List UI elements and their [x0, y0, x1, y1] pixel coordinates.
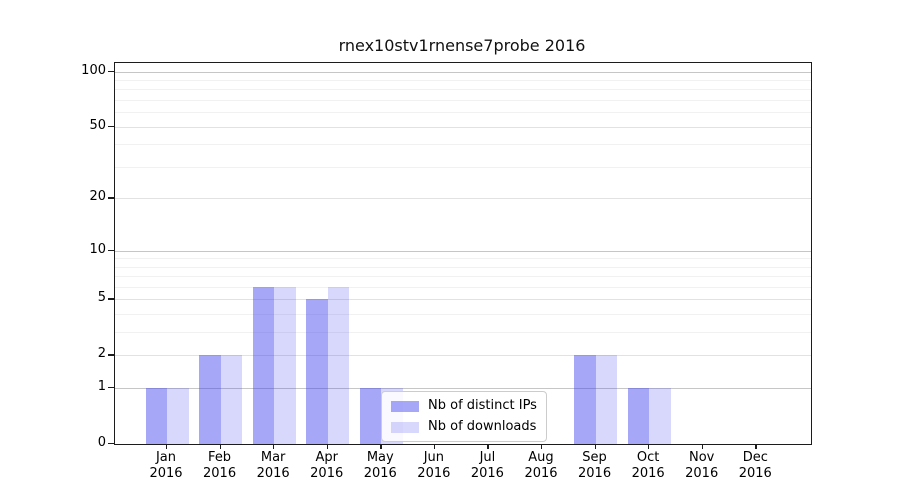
legend-swatch-distinct-ips-icon: [391, 400, 419, 412]
y-tick-mark-20: [108, 197, 114, 199]
chart-title: rnex10stv1rnense7probe 2016: [338, 36, 586, 55]
gridline-minor-9: [115, 258, 811, 260]
gridline-minor-30: [115, 166, 811, 168]
bar-sep-downloads: [595, 355, 618, 444]
x-tick-label-nov: Nov 2016: [685, 450, 719, 481]
gridline-minor-7: [115, 276, 811, 278]
legend: Nb of distinct IPs Nb of downloads: [381, 391, 547, 442]
legend-label-downloads: Nb of downloads: [428, 419, 537, 434]
bar-oct-distinct-ips: [627, 388, 650, 444]
legend-swatch-downloads-icon: [391, 421, 419, 433]
y-tick-mark-50: [108, 125, 114, 128]
gridline-major-100: [115, 71, 811, 73]
gridline-minor-70: [115, 100, 811, 102]
bar-mar-downloads: [274, 286, 296, 444]
gridline-major-2: [115, 355, 811, 357]
bar-feb-distinct-ips: [199, 355, 221, 444]
y-tick-label-0: 0: [97, 435, 106, 450]
x-tick-label-dec: Dec 2016: [738, 450, 772, 481]
gridline-minor-80: [115, 89, 811, 91]
y-tick-label-20: 20: [89, 189, 106, 205]
x-tick-mark-feb: [219, 444, 221, 449]
x-tick-mark-jul: [487, 444, 489, 449]
bar-may-distinct-ips: [359, 388, 382, 444]
gridline-minor-6: [115, 286, 811, 288]
bar-jan-downloads: [167, 388, 189, 444]
y-tick-label-100: 100: [81, 62, 106, 78]
x-tick-label-oct: Oct 2016: [631, 450, 665, 481]
x-tick-label-apr: Apr 2016: [310, 450, 344, 481]
bar-oct-downloads: [649, 388, 671, 444]
x-tick-label-jun: Jun 2016: [417, 450, 451, 481]
x-tick-mark-mar: [273, 444, 275, 449]
bar-apr-downloads: [327, 286, 350, 444]
gridline-major-10: [115, 250, 811, 252]
bar-sep-distinct-ips: [574, 355, 596, 444]
y-tick-mark-0: [108, 443, 114, 445]
x-tick-mark-oct: [648, 444, 650, 449]
x-tick-mark-nov: [701, 444, 703, 449]
gridline-minor-4: [115, 314, 811, 316]
gridline-minor-8: [115, 266, 811, 268]
gridline-minor-3: [115, 332, 811, 334]
x-tick-label-sep: Sep 2016: [578, 450, 612, 481]
x-tick-mark-jun: [433, 444, 436, 449]
gridline-major-20: [115, 198, 811, 200]
bar-apr-distinct-ips: [306, 299, 328, 444]
gridline-minor-90: [115, 80, 811, 81]
x-tick-label-jan: Jan 2016: [149, 450, 183, 481]
gridline-minor-60: [115, 112, 811, 114]
x-tick-mark-aug: [540, 444, 543, 449]
x-tick-label-may: May 2016: [363, 450, 397, 481]
legend-label-distinct-ips: Nb of distinct IPs: [428, 398, 537, 413]
y-tick-label-50: 50: [89, 117, 106, 133]
bar-mar-distinct-ips: [252, 286, 275, 444]
gridline-major-5: [115, 299, 811, 301]
y-tick-label-2: 2: [97, 346, 106, 362]
y-tick-mark-5: [108, 298, 114, 300]
x-tick-mark-dec: [755, 444, 757, 449]
x-tick-mark-sep: [594, 444, 596, 449]
x-tick-label-jul: Jul 2016: [470, 450, 504, 481]
x-tick-mark-jan: [166, 444, 168, 449]
x-tick-label-mar: Mar 2016: [256, 450, 290, 481]
legend-entry-downloads: Nb of downloads: [391, 419, 537, 435]
y-tick-label-1: 1: [97, 379, 106, 395]
legend-entry-distinct-ips: Nb of distinct IPs: [391, 398, 537, 414]
bar-feb-downloads: [220, 355, 243, 444]
y-tick-label-5: 5: [97, 290, 106, 306]
plot-area: Nb of distinct IPs Nb of downloads: [114, 62, 812, 445]
x-tick-mark-may: [380, 444, 382, 449]
x-tick-label-feb: Feb 2016: [203, 450, 237, 481]
gridline-major-1: [115, 388, 811, 390]
y-tick-mark-2: [108, 354, 114, 356]
x-tick-label-aug: Aug 2016: [524, 450, 558, 481]
y-tick-mark-10: [108, 249, 114, 251]
gridline-major-50: [115, 126, 811, 128]
y-tick-mark-1: [108, 387, 114, 389]
bar-jan-distinct-ips: [145, 388, 167, 444]
y-tick-label-10: 10: [89, 241, 106, 257]
y-tick-mark-100: [108, 70, 114, 72]
x-tick-mark-apr: [326, 444, 328, 449]
gridline-minor-40: [115, 144, 811, 146]
